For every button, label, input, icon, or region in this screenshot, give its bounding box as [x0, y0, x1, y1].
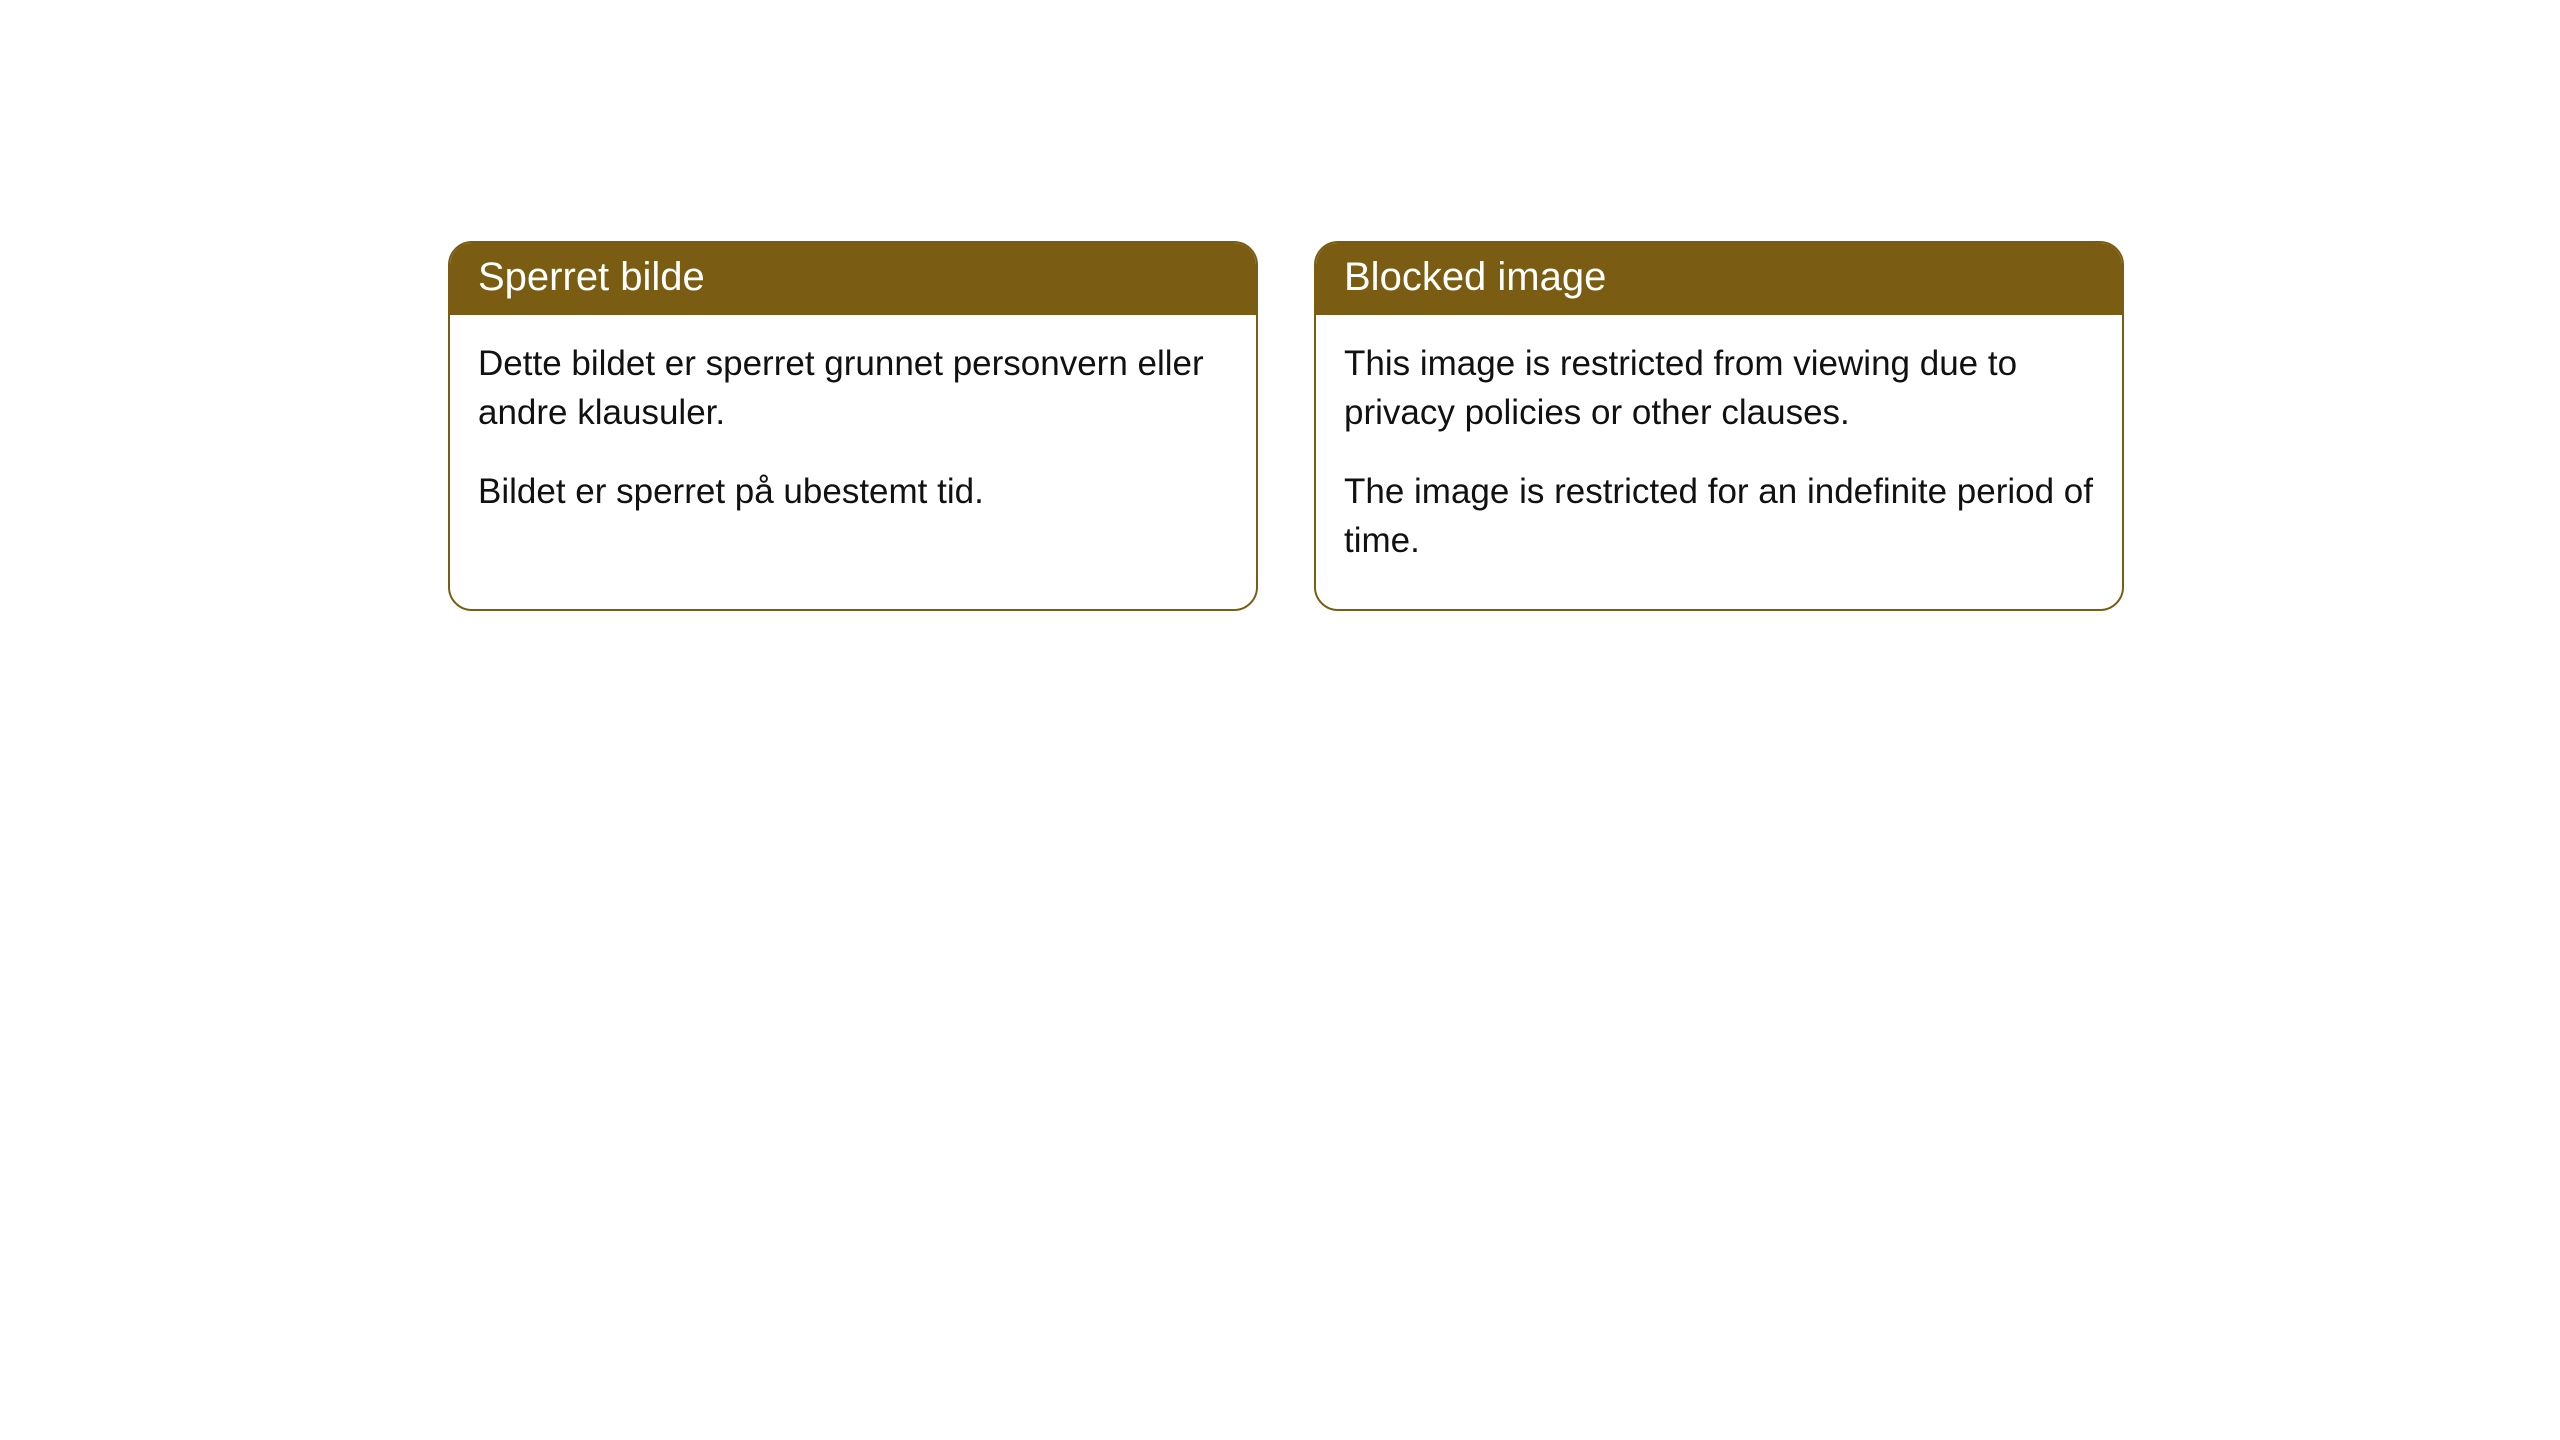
- card-paragraph-en-1: This image is restricted from viewing du…: [1344, 339, 2094, 437]
- card-body-en: This image is restricted from viewing du…: [1316, 315, 2122, 609]
- card-container: Sperret bilde Dette bildet er sperret gr…: [0, 0, 2560, 611]
- card-body-no: Dette bildet er sperret grunnet personve…: [450, 315, 1256, 609]
- card-header-no: Sperret bilde: [450, 243, 1256, 315]
- card-paragraph-en-2: The image is restricted for an indefinit…: [1344, 467, 2094, 565]
- card-paragraph-no-1: Dette bildet er sperret grunnet personve…: [478, 339, 1228, 437]
- blocked-image-card-en: Blocked image This image is restricted f…: [1314, 241, 2124, 611]
- card-paragraph-no-2: Bildet er sperret på ubestemt tid.: [478, 467, 1228, 516]
- blocked-image-card-no: Sperret bilde Dette bildet er sperret gr…: [448, 241, 1258, 611]
- card-header-en: Blocked image: [1316, 243, 2122, 315]
